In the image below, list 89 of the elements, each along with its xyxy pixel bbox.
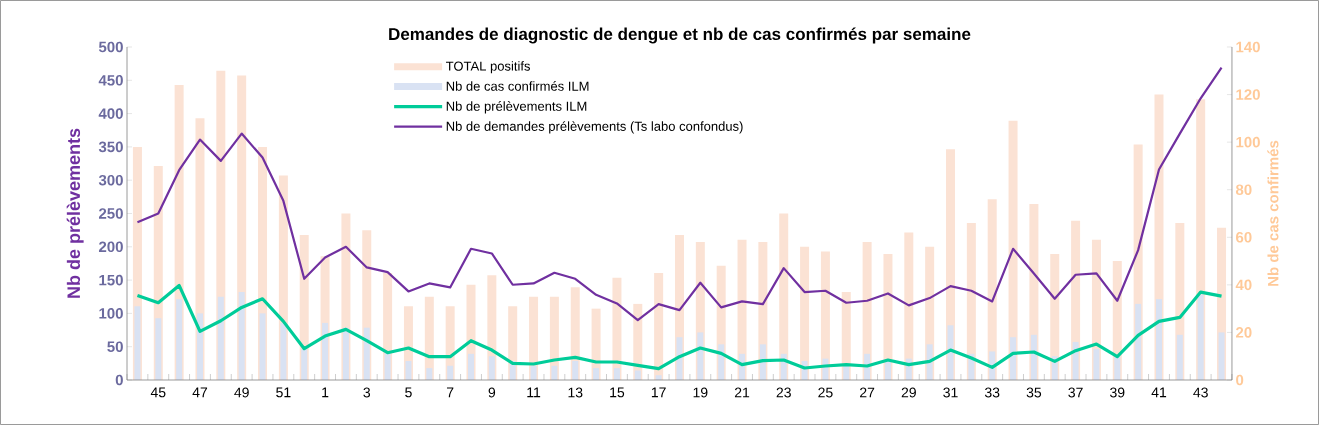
x-tick-label: 27 — [860, 387, 875, 398]
x-tick-label: 51 — [276, 387, 291, 398]
y2-tick-label: 120 — [1236, 89, 1260, 100]
bar — [426, 368, 433, 380]
y-tick-label: 250 — [98, 208, 123, 219]
bar — [155, 318, 162, 380]
x-tick-label: 39 — [1110, 387, 1125, 398]
bar — [1218, 332, 1225, 380]
x-tick-label: 41 — [1151, 387, 1167, 398]
x-tick-label: 3 — [363, 387, 371, 398]
y-tick-label: 500 — [98, 41, 123, 53]
bar — [238, 291, 245, 380]
bar — [613, 368, 620, 380]
y-tick-label: 400 — [98, 108, 123, 119]
bar — [843, 365, 850, 380]
x-tick-label: 33 — [984, 387, 1000, 398]
x-tick-label: 29 — [901, 387, 916, 398]
bar — [259, 313, 266, 380]
x-tick-label: 15 — [610, 387, 625, 398]
y-tick-label: 200 — [98, 241, 123, 253]
y-tick-label: 300 — [98, 174, 123, 186]
y-tick-label: 50 — [107, 341, 123, 352]
bar — [217, 296, 224, 380]
bar — [405, 360, 412, 380]
legend-label: TOTAL positifs — [446, 61, 531, 74]
bar — [1010, 337, 1017, 380]
bar — [572, 360, 579, 380]
bar — [280, 322, 287, 380]
x-tick-label: 1 — [322, 387, 329, 398]
bar — [134, 306, 141, 380]
y2-axis-title: Nb de cas confirmés — [1267, 140, 1279, 286]
x-tick-label: 21 — [734, 387, 750, 398]
x-tick-label: 7 — [446, 387, 454, 398]
y-tick-label: 150 — [99, 274, 123, 286]
x-tick-label: 43 — [1193, 387, 1208, 398]
bar — [363, 327, 370, 380]
bar — [634, 370, 641, 380]
y2-tick-label: 0 — [1236, 374, 1244, 386]
bar — [530, 365, 537, 380]
bar — [1135, 303, 1142, 380]
y2-tick-label: 40 — [1235, 279, 1252, 291]
bar — [1093, 349, 1100, 380]
x-tick-label: 47 — [192, 387, 208, 398]
bar — [654, 272, 664, 380]
x-tick-label: 9 — [488, 387, 496, 398]
x-tick-label: 35 — [1026, 387, 1042, 398]
bar — [342, 327, 349, 380]
bar — [196, 313, 203, 380]
bar — [947, 325, 954, 380]
bar — [322, 322, 329, 380]
x-tick-label: 19 — [693, 387, 708, 398]
line-series — [135, 283, 1224, 371]
bar — [551, 365, 558, 380]
y2-tick-label: 140 — [1236, 41, 1260, 53]
x-tick-label: 25 — [818, 387, 833, 398]
bar — [697, 332, 704, 380]
x-tick-label: 23 — [776, 387, 791, 398]
bar — [447, 365, 454, 380]
chart-title: Demandes de diagnostic de dengue et nb de cas confirmés par semaine — [389, 27, 971, 44]
bar — [1176, 334, 1183, 380]
x-tick-label: 17 — [651, 387, 666, 398]
bar — [1114, 356, 1121, 380]
bar — [468, 353, 474, 380]
bar — [488, 356, 495, 380]
x-tick-label: 11 — [527, 387, 541, 398]
bar — [301, 349, 308, 380]
x-tick-label: 5 — [405, 387, 412, 398]
x-tick-label: 49 — [234, 387, 249, 398]
legend-label: Nb de prélèvements ILM — [446, 101, 587, 114]
y2-tick-label: 60 — [1236, 231, 1252, 243]
x-tick-label: 31 — [943, 387, 958, 398]
x-tick-label: 45 — [150, 387, 166, 398]
legend-label: Nb de demandes prélèvements (Ts labo confondus) — [446, 121, 743, 134]
y2-tick-label: 20 — [1235, 327, 1252, 338]
bar — [1197, 294, 1204, 380]
bar — [1030, 334, 1037, 380]
y-axis-title: Nb de prélèvements — [66, 128, 84, 298]
x-tick-label: 13 — [568, 387, 583, 398]
y-tick-label: 450 — [98, 75, 123, 86]
y-tick-label: 0 — [115, 374, 123, 386]
x-tick-label: 37 — [1068, 387, 1083, 398]
bar — [593, 368, 600, 380]
bar — [1155, 299, 1162, 380]
bar — [176, 299, 183, 380]
y-tick-label: 100 — [99, 308, 123, 319]
legend-label: Nb de cas confirmés ILM — [446, 81, 589, 91]
y2-tick-label: 100 — [1236, 136, 1260, 148]
y-tick-label: 350 — [98, 141, 123, 153]
y2-tick-label: 80 — [1235, 184, 1252, 196]
